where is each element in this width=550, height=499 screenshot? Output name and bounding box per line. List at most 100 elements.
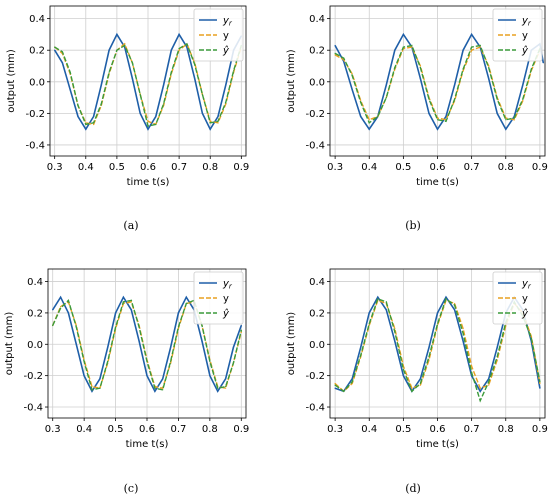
data-point-y-hat	[368, 323, 370, 325]
data-point-y-hat	[124, 44, 126, 47]
data-point-y-r	[61, 62, 64, 64]
data-point-y	[479, 387, 481, 389]
data-point-y-hat	[385, 97, 387, 99]
data-point-y	[419, 384, 421, 386]
data-point-y-hat	[201, 324, 203, 327]
x-axis-label: time t(s)	[416, 177, 459, 188]
legend-label-y-hat: ŷ	[521, 308, 529, 320]
data-point-y-hat	[428, 356, 430, 358]
x-tick-label: 0.5	[109, 162, 125, 173]
data-point-y-r	[217, 390, 219, 392]
data-point-y-hat	[479, 400, 481, 402]
data-point-y-r	[454, 309, 456, 311]
data-point-y-hat	[138, 326, 140, 328]
x-tick-label: 0.3	[327, 162, 343, 173]
data-point-y-hat	[83, 360, 85, 363]
data-point-y-hat	[471, 371, 473, 374]
data-point-y-r	[146, 375, 148, 377]
x-tick-label: 0.7	[170, 424, 186, 435]
data-point-y-hat	[479, 44, 481, 47]
data-point-y-r	[394, 49, 396, 51]
data-point-y-hat	[351, 381, 353, 383]
data-point-y-hat	[488, 67, 490, 69]
data-point-y-r	[209, 375, 211, 377]
data-point-y-hat	[99, 387, 101, 389]
data-point-y-hat	[146, 360, 148, 363]
data-point-y-r	[377, 296, 379, 298]
legend-label-y-r: yr	[222, 16, 233, 28]
data-point-y-hat	[402, 46, 404, 48]
data-point-y	[471, 49, 473, 51]
x-tick-label: 0.5	[395, 162, 411, 173]
data-point-y-hat	[496, 356, 498, 358]
data-point-y-r	[445, 296, 447, 298]
data-point-y-r	[52, 309, 54, 311]
data-point-y	[530, 335, 532, 337]
x-axis-label: time t(s)	[416, 439, 459, 450]
data-point-y-hat	[522, 98, 524, 100]
data-point-y-r	[436, 128, 439, 130]
data-point-y-hat	[411, 390, 413, 392]
y-tick-label: -0.2	[23, 371, 43, 382]
x-tick-label: 0.5	[395, 424, 411, 435]
x-tick-label: 0.9	[532, 162, 548, 173]
x-tick-label: 0.4	[361, 162, 377, 173]
data-point-y-hat	[488, 381, 490, 383]
data-point-y-r	[178, 33, 180, 36]
x-tick-label: 0.9	[532, 424, 548, 435]
data-point-y-r	[419, 378, 421, 380]
data-point-y-r	[116, 33, 118, 36]
data-point-y-hat	[454, 98, 456, 100]
data-point-y-r	[539, 387, 541, 389]
data-point-y	[419, 65, 421, 67]
x-tick-label: 0.7	[171, 162, 187, 173]
data-point-y-hat	[61, 51, 64, 53]
data-point-y-r	[186, 46, 188, 48]
subfigure-caption: (d)	[405, 482, 421, 495]
data-point-y-r	[334, 387, 336, 389]
data-point-y-hat	[462, 332, 464, 334]
data-point-y	[411, 387, 413, 389]
legend-label-y-r: yr	[521, 16, 532, 28]
data-point-y	[60, 306, 62, 308]
data-point-y	[147, 120, 149, 122]
data-point-y-hat	[233, 70, 235, 72]
legend-label-y: y	[522, 294, 528, 305]
data-point-y-hat	[170, 360, 172, 363]
data-point-y-hat	[131, 62, 133, 64]
data-point-y-hat	[530, 68, 532, 70]
data-point-y-hat	[85, 123, 87, 125]
data-point-y-hat	[343, 57, 345, 59]
data-point-y	[462, 328, 464, 330]
legend-label-y-hat: ŷ	[521, 45, 529, 57]
data-point-y-r	[138, 340, 140, 342]
data-point-y-hat	[186, 43, 188, 45]
data-point-y-hat	[91, 389, 93, 391]
data-point-y-r	[122, 296, 124, 298]
data-point-y-hat	[334, 384, 336, 386]
data-point-y-r	[351, 378, 353, 380]
data-point-y-hat	[368, 122, 370, 124]
x-tick-label: 0.8	[498, 424, 514, 435]
legend-box	[492, 8, 543, 62]
data-point-y	[93, 123, 95, 125]
data-point-y-hat	[185, 302, 187, 305]
data-point-y-hat	[130, 299, 132, 301]
data-point-y-hat	[115, 326, 117, 328]
data-point-y-r	[147, 128, 149, 130]
data-point-y	[471, 365, 473, 367]
x-tick-label: 0.4	[76, 424, 92, 435]
data-point-y-hat	[225, 101, 227, 103]
data-point-y-hat	[419, 382, 421, 385]
data-point-y-hat	[69, 71, 71, 73]
chart-panel: 0.3 0.4 0.5 0.6 0.7 0.8 0.9 0.4 0.2 0.0 -0.2 -0.4 ti…	[286, 5, 548, 232]
legend-label-y-hat: ŷ	[222, 45, 230, 57]
data-point-y	[479, 46, 481, 48]
data-point-y-hat	[217, 120, 219, 122]
data-point-y-r	[185, 296, 187, 298]
data-point-y-r	[505, 128, 507, 130]
y-tick-label: 0.0	[309, 340, 325, 351]
x-tick-label: 0.6	[139, 424, 155, 435]
y-tick-label: 0.2	[309, 308, 325, 319]
data-point-y-hat	[539, 381, 541, 383]
